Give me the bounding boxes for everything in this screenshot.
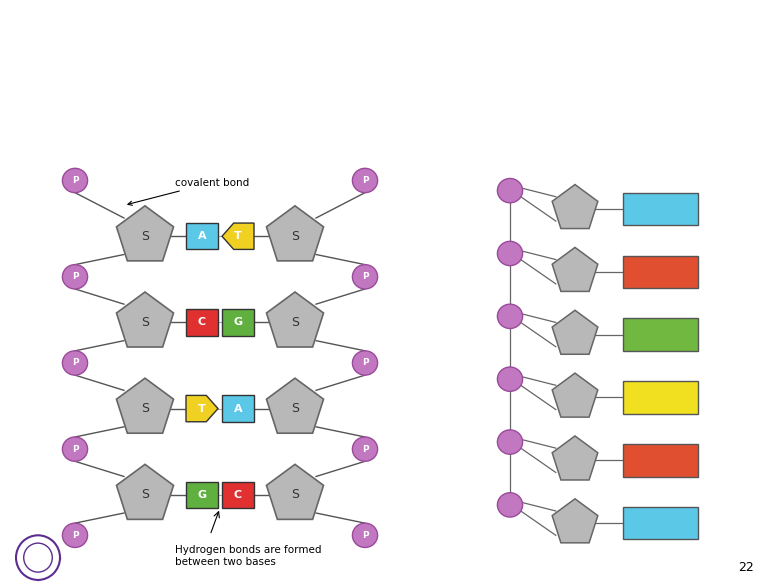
Text: S: S xyxy=(141,488,149,501)
Polygon shape xyxy=(267,206,323,261)
Bar xyxy=(623,255,698,288)
Text: S: S xyxy=(141,402,149,415)
Text: 22: 22 xyxy=(738,561,754,574)
Bar xyxy=(186,482,218,508)
Ellipse shape xyxy=(352,168,378,193)
Text: T: T xyxy=(234,231,242,241)
Bar xyxy=(186,309,218,336)
Text: G: G xyxy=(234,318,243,328)
Ellipse shape xyxy=(62,265,87,289)
Polygon shape xyxy=(552,436,597,480)
Bar xyxy=(222,396,254,422)
Ellipse shape xyxy=(62,523,87,547)
Text: C: C xyxy=(234,490,242,500)
Ellipse shape xyxy=(352,265,378,289)
Text: P: P xyxy=(72,445,78,454)
Text: P: P xyxy=(362,445,368,454)
Bar xyxy=(186,223,218,250)
Polygon shape xyxy=(116,292,174,347)
Text: P: P xyxy=(362,359,368,367)
Ellipse shape xyxy=(352,523,378,547)
Text: covalent bond: covalent bond xyxy=(128,178,249,205)
Bar xyxy=(222,482,254,508)
Text: C: C xyxy=(198,318,206,328)
Text: P: P xyxy=(72,531,78,540)
Polygon shape xyxy=(552,247,597,291)
Text: S: S xyxy=(291,316,299,329)
Text: P: P xyxy=(362,272,368,281)
Text: S: S xyxy=(291,230,299,243)
Polygon shape xyxy=(552,499,597,543)
Ellipse shape xyxy=(497,493,522,517)
Text: S: S xyxy=(141,230,149,243)
Text: S: S xyxy=(141,316,149,329)
Ellipse shape xyxy=(62,351,87,375)
Polygon shape xyxy=(267,464,323,519)
Bar xyxy=(623,381,698,414)
Bar xyxy=(222,309,254,336)
Polygon shape xyxy=(552,185,597,229)
Polygon shape xyxy=(267,378,323,433)
Ellipse shape xyxy=(497,304,522,329)
Text: S: S xyxy=(291,488,299,501)
Ellipse shape xyxy=(497,367,522,391)
Ellipse shape xyxy=(497,430,522,454)
Ellipse shape xyxy=(352,351,378,375)
Bar xyxy=(623,193,698,225)
Text: G: G xyxy=(198,490,207,500)
Text: DNA & RNA Structure Drawing Activity: DNA & RNA Structure Drawing Activity xyxy=(14,22,766,57)
Ellipse shape xyxy=(62,168,87,193)
Polygon shape xyxy=(116,206,174,261)
Polygon shape xyxy=(186,396,218,422)
Polygon shape xyxy=(116,378,174,433)
Text: P: P xyxy=(72,272,78,281)
Text: P: P xyxy=(362,531,368,540)
Text: A: A xyxy=(234,404,242,414)
Text: T: T xyxy=(198,404,206,414)
Polygon shape xyxy=(222,223,254,250)
Text: S: S xyxy=(291,402,299,415)
Text: A: A xyxy=(198,231,206,241)
Polygon shape xyxy=(116,464,174,519)
Bar xyxy=(623,507,698,539)
Ellipse shape xyxy=(16,536,60,580)
Text: P: P xyxy=(72,176,78,185)
Polygon shape xyxy=(552,310,597,355)
Bar xyxy=(623,444,698,476)
Text: Hydrogen bonds are formed
between two bases: Hydrogen bonds are formed between two ba… xyxy=(175,546,322,567)
Text: P: P xyxy=(362,176,368,185)
Ellipse shape xyxy=(497,241,522,265)
Ellipse shape xyxy=(24,543,52,572)
Polygon shape xyxy=(267,292,323,347)
Polygon shape xyxy=(552,373,597,417)
Text: P: P xyxy=(72,359,78,367)
Bar xyxy=(623,318,698,351)
Ellipse shape xyxy=(62,437,87,461)
Ellipse shape xyxy=(497,179,522,203)
Ellipse shape xyxy=(352,437,378,461)
